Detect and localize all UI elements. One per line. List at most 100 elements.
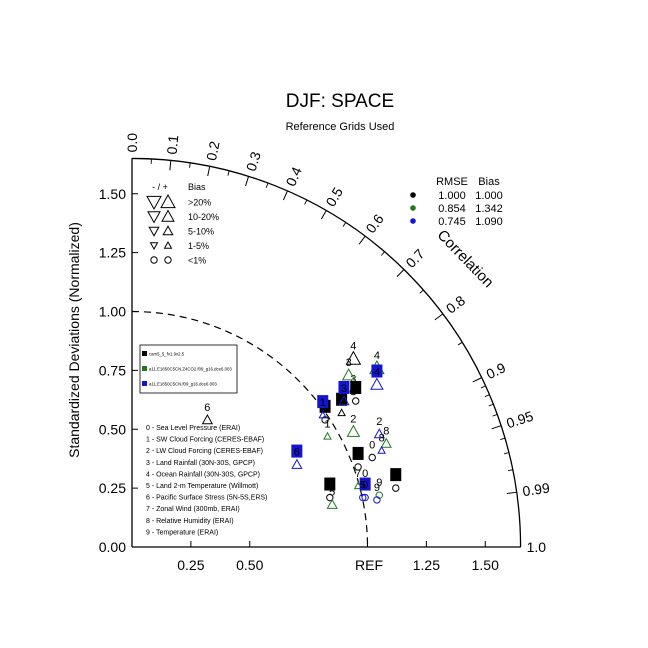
- variable-legend-item: 5 - Land 2-m Temperature (Willmott): [146, 483, 258, 490]
- data-point-label-box: [352, 446, 364, 460]
- data-point: 1: [323, 418, 332, 440]
- outer-arc: [131, 157, 522, 548]
- stats-rmse-value: 1.000: [438, 190, 466, 202]
- data-point-label-box: [291, 444, 303, 458]
- correlation-minor-tick: [419, 289, 424, 294]
- correlation-tick-label: 0.7: [402, 246, 427, 271]
- data-point: 5: [359, 480, 367, 502]
- case-legend-label: a11.E1850C5CN.f09_g16.dce6.003: [149, 382, 217, 387]
- correlation-tick-label: 0.2: [203, 140, 223, 162]
- correlation-tick-label: 0.0: [124, 133, 140, 153]
- data-point-label: 0: [362, 480, 368, 492]
- variable-legend-item: 1 - SW Cloud Forcing (CERES-EBAF): [146, 437, 264, 444]
- correlation-tick-label: 1.0: [527, 539, 547, 555]
- variable-legend-item: 6 - Pacific Surface Stress (5N-5S,ERS): [146, 495, 267, 502]
- data-point-symbol: [326, 493, 334, 502]
- data-point-label-box: [390, 468, 402, 482]
- data-point: 8: [380, 425, 392, 448]
- data-point-label: 4: [350, 341, 356, 353]
- bias-legend-label: 5-10%: [188, 227, 214, 237]
- data-point-symbol: [338, 395, 350, 406]
- data-point-label: 1: [324, 418, 330, 430]
- data-point: 7: [352, 446, 364, 471]
- bias-legend-plus-symbol: [163, 240, 173, 249]
- data-point: 4: [345, 341, 362, 365]
- data-point-label: 0: [362, 468, 368, 480]
- correlation-arc-label: Correlation: [434, 227, 497, 292]
- variable-legend-item: 4 - Ocean Rainfall (30N-30S, GPCP): [146, 471, 260, 478]
- data-point-label: 8: [379, 432, 385, 444]
- bias-legend-plus-symbol: [164, 256, 172, 264]
- correlation-tick-mark: [434, 313, 444, 321]
- data-point-label: 3: [346, 357, 352, 369]
- data-point-label: 4: [374, 350, 380, 362]
- data-point-label: 5: [329, 487, 335, 499]
- variable-legend-item: 9 - Temperature (ERAI): [146, 529, 218, 536]
- x-tick-label: 1.25: [413, 557, 440, 573]
- data-point-symbol: [370, 377, 384, 390]
- data-point-label: 8: [383, 425, 389, 437]
- data-point-symbol: [323, 431, 332, 440]
- correlation-tick-label: 0.8: [443, 292, 468, 317]
- data-point-label: 5: [327, 480, 333, 492]
- bias-legend-minus-symbol: [149, 242, 159, 251]
- data-point-symbol: [377, 445, 386, 454]
- correlation-minor-tick: [304, 199, 308, 205]
- case-legend-swatch: [142, 381, 147, 386]
- bias-legend-label: >20%: [188, 198, 211, 208]
- y-axis-label: Standardized Deviations (Normalized): [66, 222, 82, 458]
- stats-bias-value: 1.000: [475, 190, 503, 202]
- stats-rmse-value: 0.854: [438, 203, 466, 215]
- correlation-minor-tick: [265, 182, 269, 188]
- x-tick-label: 1.50: [472, 557, 499, 573]
- y-tick-label: 0.25: [99, 480, 126, 496]
- data-point: 3: [341, 357, 356, 381]
- data-point-label: 6: [204, 402, 210, 414]
- data-point-symbol: [354, 463, 362, 471]
- case-legend-box: [139, 344, 238, 394]
- correlation-tick-mark: [506, 491, 517, 495]
- correlation-tick-label: 0.95: [504, 408, 535, 432]
- data-point: 5: [324, 477, 336, 502]
- data-point-label-box: [359, 477, 371, 491]
- variable-legend-item: 0 - Sea Level Pressure (ERAI): [146, 425, 240, 432]
- x-tick-label: 0.50: [236, 557, 263, 573]
- data-point-label-box: [338, 380, 350, 394]
- bias-legend-plus-symbol: [162, 225, 174, 236]
- variable-legend-item: 8 - Relative Humidity (ERAI): [146, 518, 234, 525]
- bias-legend-header: Bias: [188, 182, 206, 192]
- data-point-label-box: [324, 477, 336, 491]
- bias-legend-label: 1-5%: [188, 241, 209, 251]
- data-point-symbol: [349, 387, 358, 396]
- data-point: 8: [336, 392, 348, 417]
- correlation-tick-mark: [472, 377, 482, 383]
- correlation-minor-tick: [227, 170, 230, 176]
- data-point: 3: [338, 380, 350, 406]
- data-point-label: 7: [355, 449, 361, 461]
- bias-legend-minus-symbol: [148, 226, 160, 237]
- case-legend-label: cam5_5_fv1.9x2.5: [149, 352, 185, 357]
- correlation-minor-tick: [342, 222, 347, 227]
- bias-legend-minus-symbol: [150, 256, 158, 264]
- stats-row-marker: [410, 192, 416, 198]
- y-tick-label: 1.50: [99, 186, 126, 202]
- correlation-tick-label: 0.9: [484, 359, 509, 382]
- y-tick-label: 0.00: [99, 539, 126, 555]
- y-tick-label: 1.00: [99, 304, 126, 320]
- correlation-minor-tick: [189, 162, 191, 168]
- correlation-minor-tick: [500, 437, 506, 441]
- data-point-symbol: [345, 350, 362, 365]
- correlation-minor-tick: [380, 251, 385, 256]
- data-point-symbol: [326, 498, 338, 509]
- data-point-label: 6: [294, 447, 300, 459]
- data-point: 9: [373, 482, 381, 504]
- correlation-tick-label: 0.1: [164, 134, 182, 155]
- correlation-minor-tick: [492, 414, 498, 417]
- stats-bias-header: Bias: [478, 176, 500, 188]
- data-point-label: 4: [374, 367, 380, 379]
- y-tick-label: 0.50: [99, 421, 126, 437]
- stats-rmse-header: RMSE: [436, 176, 468, 188]
- data-point: 6: [291, 444, 303, 469]
